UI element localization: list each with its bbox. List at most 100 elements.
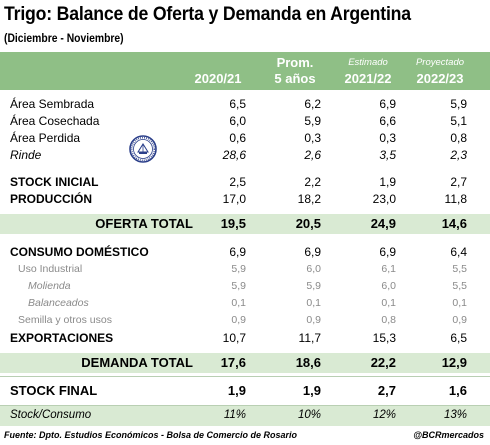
table-row-produccion: PRODUCCIÓN 17,0 18,2 23,0 11,8 (0, 191, 490, 208)
table-row-balanceados: Balanceados 0,1 0,1 0,1 0,1 (0, 295, 490, 312)
cell-prom: 5,9 (306, 280, 321, 292)
cell-2020-21: 11% (223, 409, 246, 421)
table-row-molienda: Molienda 5,9 5,9 6,0 5,5 (0, 278, 490, 295)
cell-prom: 0,1 (306, 297, 321, 309)
cell-prom: 6,9 (304, 245, 321, 259)
row-label: Stock/Consumo (10, 409, 92, 421)
cell-2022-23: 2,7 (450, 175, 467, 189)
cell-2021-22: 0,1 (381, 297, 396, 309)
cell-2022-23: 12,9 (441, 355, 467, 370)
cell-2022-23: 5,1 (450, 114, 467, 128)
cell-2020-21: 17,6 (220, 355, 246, 370)
table-row-consumo-domestico: CONSUMO DOMÉSTICO 6,9 6,9 6,9 6,4 (0, 244, 490, 261)
cell-2022-23: 11,8 (444, 192, 467, 206)
row-label: OFERTA TOTAL (95, 216, 193, 231)
column-header-2020-21: 2020/21 (183, 52, 253, 90)
column-header-2022-23: Proyectado 2022/23 (405, 52, 475, 90)
row-label: Molienda (28, 280, 71, 292)
cell-2021-22: 0,3 (379, 131, 396, 145)
cell-2022-23: 6,5 (450, 331, 467, 345)
cell-2021-22: 2,7 (377, 383, 396, 398)
cell-prom: 2,6 (304, 148, 321, 162)
cell-prom: 18,6 (295, 355, 321, 370)
cell-2021-22: 6,1 (381, 263, 396, 275)
column-header-caption: Estimado (348, 57, 388, 68)
cell-2020-21: 0,9 (231, 314, 246, 326)
cell-2021-22: 6,0 (381, 280, 396, 292)
row-label: Área Sembrada (10, 97, 95, 111)
cell-2020-21: 1,9 (227, 383, 246, 398)
cell-prom: 0,3 (304, 131, 321, 145)
row-label: Área Perdida (10, 131, 81, 145)
cell-2021-22: 22,2 (370, 355, 396, 370)
row-label: Balanceados (28, 297, 89, 309)
source-note: Fuente: Dpto. Estudios Económicos - Bols… (4, 430, 298, 440)
footer: Fuente: Dpto. Estudios Económicos - Bols… (0, 428, 490, 444)
cell-2020-21: 2,5 (229, 175, 246, 189)
cell-2021-22: 0,8 (381, 314, 396, 326)
cell-2020-21: 6,9 (229, 245, 246, 259)
cell-2020-21: 6,0 (229, 114, 246, 128)
table-row-stock-consumo: Stock/Consumo 11% 10% 12% 13% (0, 406, 490, 426)
cell-2022-23: 1,6 (448, 383, 467, 398)
cell-prom: 18,2 (297, 192, 321, 206)
social-handle: @BCRmercados (413, 430, 484, 440)
row-label: Área Cosechada (10, 114, 100, 128)
table-row-exportaciones: EXPORTACIONES 10,7 11,7 15,3 6,5 (0, 330, 490, 347)
cell-prom: 10% (297, 409, 321, 421)
cell-2020-21: 0,6 (229, 131, 246, 145)
cell-2022-23: 0,1 (452, 297, 467, 309)
cell-prom: 6,0 (306, 263, 321, 275)
cell-2020-21: 6,5 (229, 97, 246, 111)
cell-2020-21: 5,9 (231, 280, 246, 292)
page-subtitle: (Diciembre - Noviembre) (4, 33, 124, 45)
table-row-stock-final: STOCK FINAL 1,9 1,9 2,7 1,6 (0, 378, 490, 404)
cell-prom: 11,7 (298, 331, 321, 345)
table-row-demanda-total: DEMANDA TOTAL 17,6 18,6 22,2 12,9 (0, 353, 490, 373)
row-label: DEMANDA TOTAL (81, 355, 193, 370)
cell-prom: 0,9 (306, 314, 321, 326)
table-header: 2020/21 Prom. 5 años Estimado 2021/22 Pr… (0, 52, 490, 90)
cell-2021-22: 15,3 (372, 331, 396, 345)
cell-2020-21: 19,5 (220, 216, 246, 231)
row-label: STOCK FINAL (10, 383, 98, 398)
cell-prom: 20,5 (295, 216, 321, 231)
cell-2022-23: 6,4 (450, 245, 467, 259)
table-row-area-sembrada: Área Sembrada 6,5 6,2 6,9 5,9 (0, 96, 490, 113)
cell-2022-23: 13% (443, 409, 467, 421)
cell-prom: 1,9 (302, 383, 321, 398)
cell-2020-21: 17,0 (222, 192, 246, 206)
table-row-stock-inicial: STOCK INICIAL 2,5 2,2 1,9 2,7 (0, 174, 490, 191)
cell-2021-22: 24,9 (370, 216, 396, 231)
row-label: Uso Industrial (18, 263, 83, 275)
column-header-prom: Prom. 5 años (260, 52, 330, 90)
cell-2022-23: 0,8 (450, 131, 467, 145)
cell-2022-23: 5,9 (450, 97, 467, 111)
cell-2020-21: 28,6 (222, 148, 246, 162)
column-header-caption: Proyectado (415, 57, 465, 68)
cell-2020-21: 10,7 (222, 331, 246, 345)
cell-2022-23: 5,5 (452, 263, 467, 275)
column-header-label: 2022/23 (416, 71, 464, 86)
cell-2021-22: 1,9 (379, 175, 396, 189)
cell-2020-21: 0,1 (231, 297, 246, 309)
cell-prom: 6,2 (304, 97, 321, 111)
table-row-area-perdida: Área Perdida 0,6 0,3 0,3 0,8 (0, 130, 490, 147)
divider (0, 376, 490, 377)
column-header-2021-22: Estimado 2021/22 (333, 52, 403, 90)
cell-2021-22: 6,9 (379, 97, 396, 111)
bolsa-comercio-rosario-seal-icon (129, 135, 157, 163)
table-row-uso-industrial: Uso Industrial 5,9 6,0 6,1 5,5 (0, 261, 490, 278)
row-label: PRODUCCIÓN (10, 192, 93, 206)
row-label: Semilla y otros usos (18, 314, 112, 326)
column-header-label: 5 años (274, 71, 316, 86)
divider (0, 405, 490, 406)
cell-prom: 5,9 (304, 114, 321, 128)
column-header-label: 2021/22 (344, 71, 392, 86)
row-label: STOCK INICIAL (10, 175, 99, 189)
table-row-semilla: Semilla y otros usos 0,9 0,9 0,8 0,9 (0, 312, 490, 329)
table-row-area-cosechada: Área Cosechada 6,0 5,9 6,6 5,1 (0, 113, 490, 130)
cell-2022-23: 14,6 (441, 216, 467, 231)
cell-2022-23: 5,5 (452, 280, 467, 292)
row-label: Rinde (10, 148, 42, 162)
